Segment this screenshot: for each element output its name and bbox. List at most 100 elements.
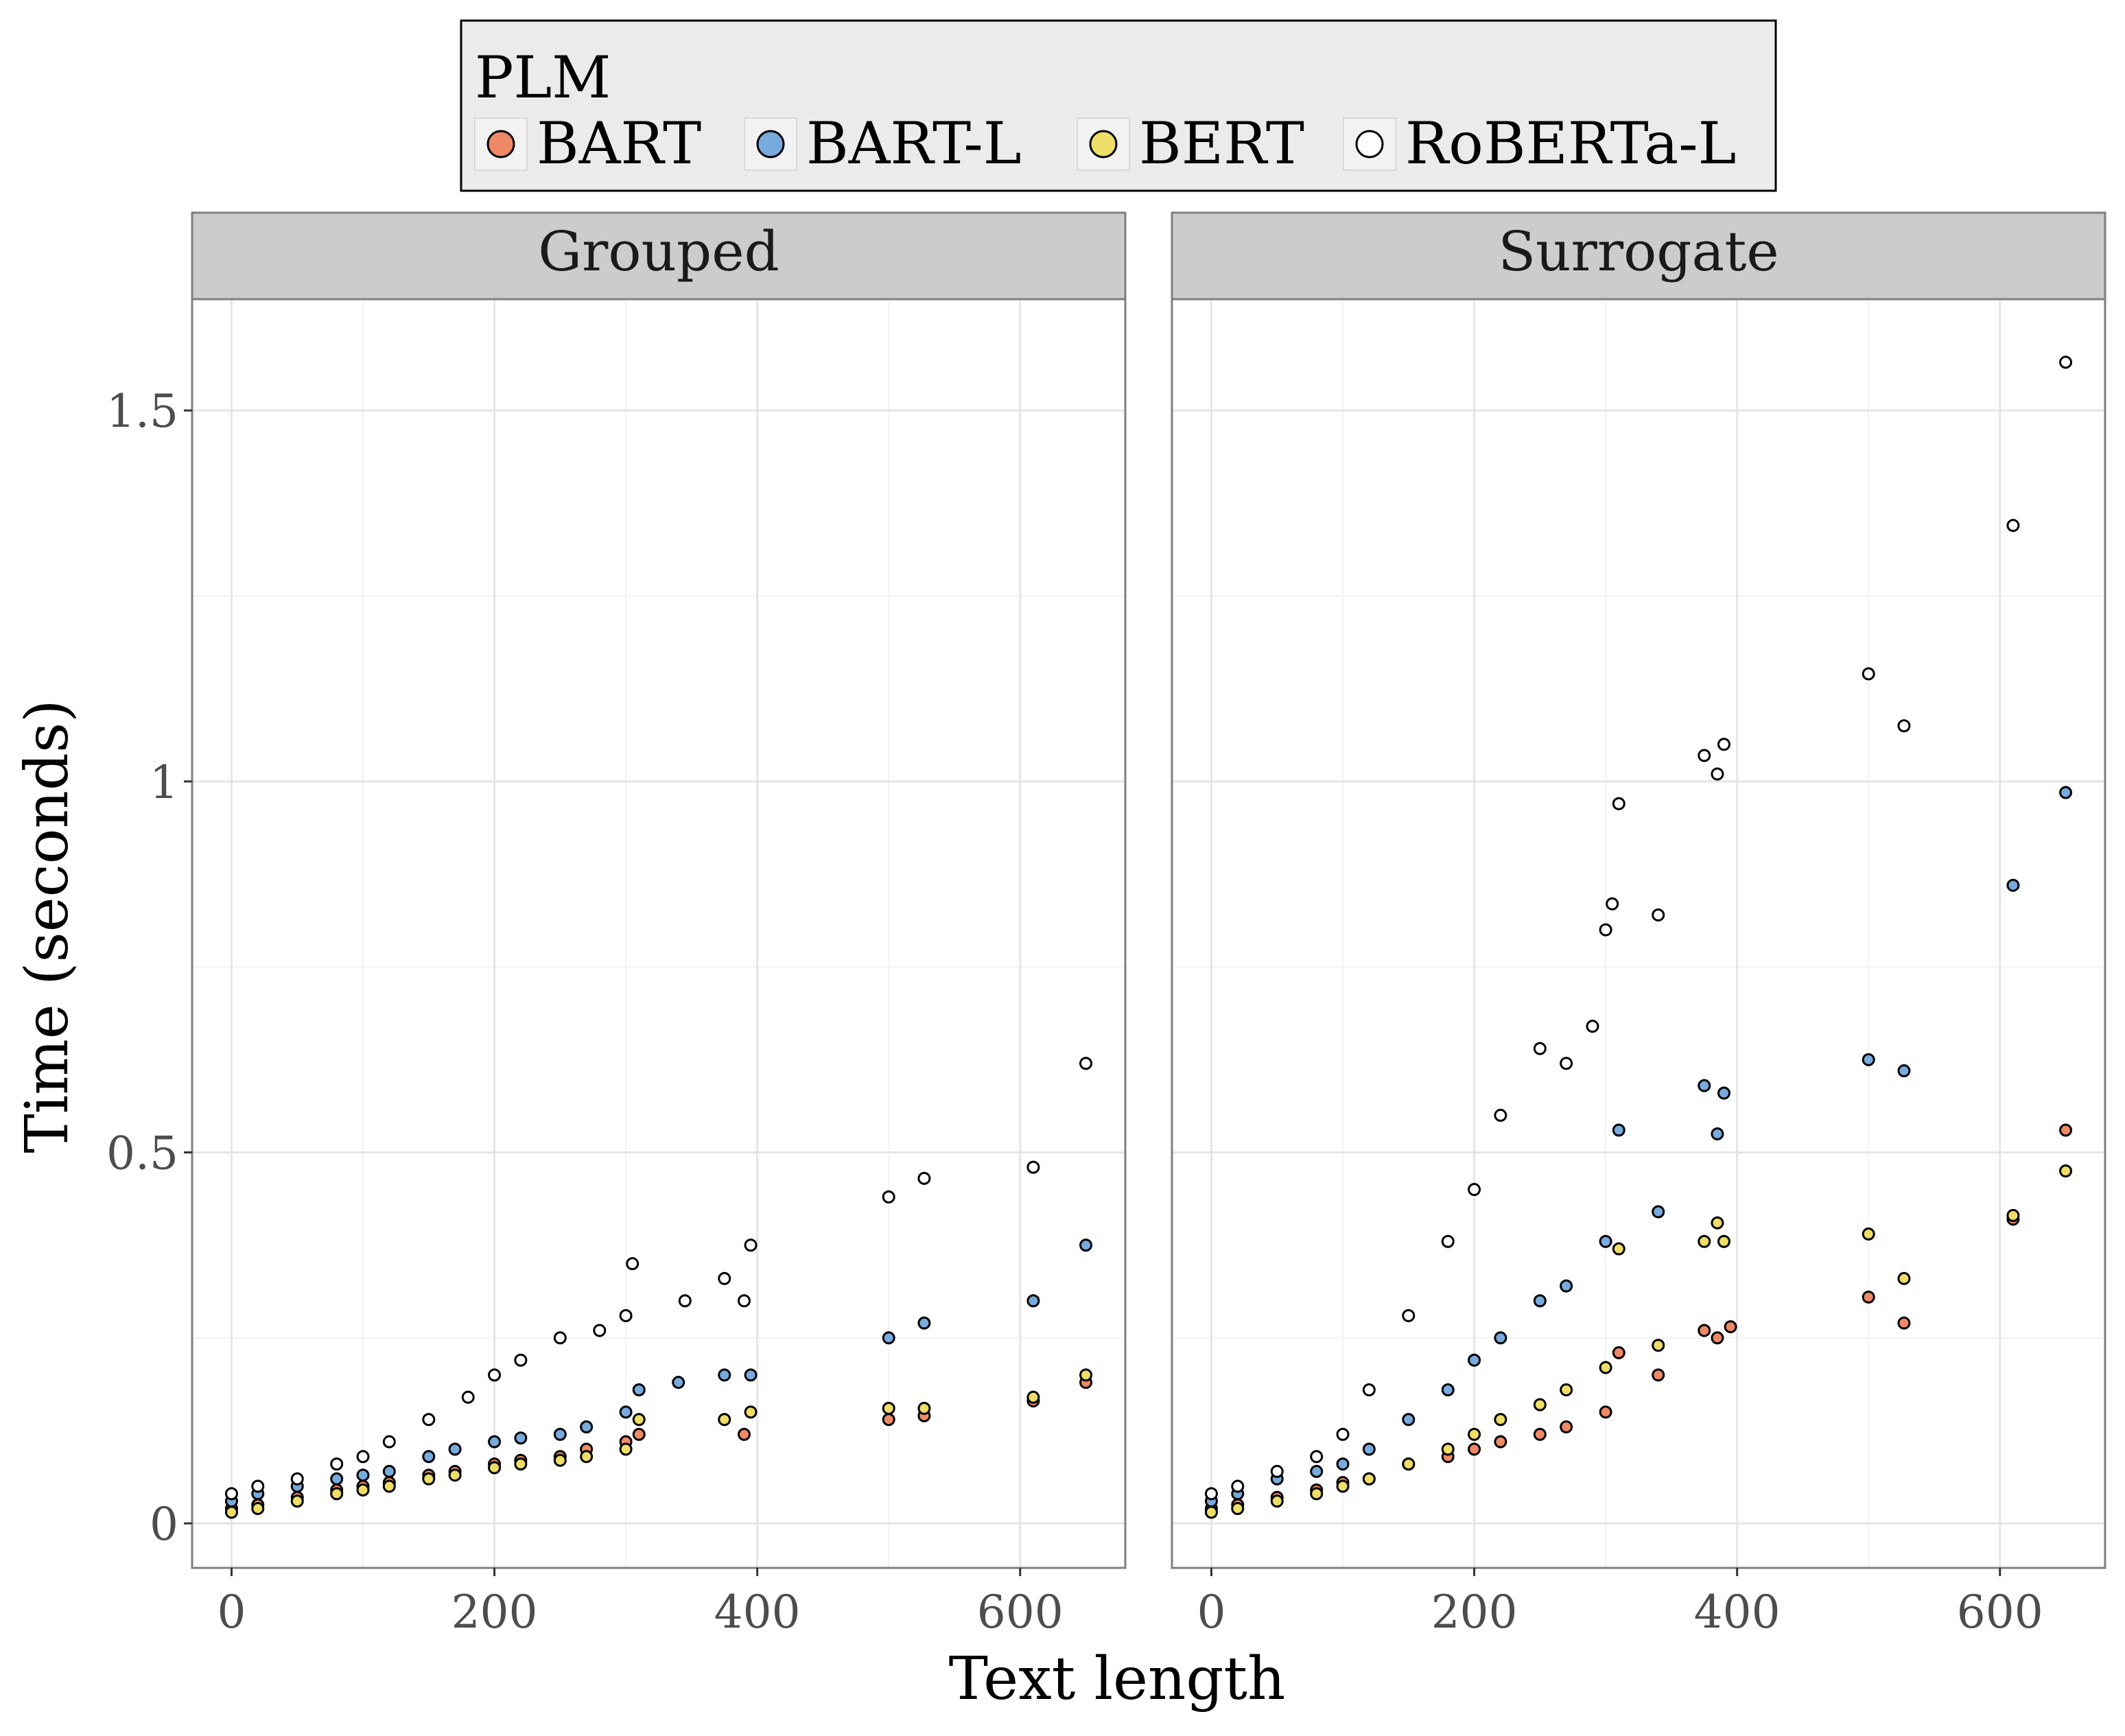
- data-point: [422, 1450, 436, 1464]
- data-point: [1897, 1316, 1911, 1330]
- data-point: [356, 1468, 370, 1482]
- x-tick-label: 600: [977, 1586, 1064, 1639]
- data-point: [1711, 1331, 1724, 1345]
- data-point: [1612, 1346, 1625, 1359]
- data-point: [1711, 1216, 1724, 1230]
- data-point: [738, 1294, 751, 1308]
- data-point: [1724, 1320, 1737, 1334]
- data-point: [1336, 1457, 1350, 1471]
- x-tick-label: 200: [1431, 1586, 1518, 1639]
- data-point: [224, 1487, 238, 1501]
- data-point: [224, 1505, 238, 1519]
- legend-entries: BART BART-L BERT RoBERTa-L: [474, 110, 1736, 177]
- data-point: [1862, 667, 1875, 681]
- data-point: [290, 1472, 304, 1486]
- data-point: [1270, 1464, 1284, 1478]
- data-point: [1897, 719, 1911, 733]
- panel-surrogate: Surrogate 0 200 400 600: [1171, 211, 2106, 1639]
- y-axis-title: Time (seconds): [13, 699, 82, 1153]
- data-point: [330, 1472, 344, 1486]
- data-point: [1336, 1427, 1350, 1441]
- x-tick-label: 600: [1957, 1586, 2043, 1639]
- data-point: [917, 1402, 931, 1416]
- data-point: [1026, 1390, 1040, 1404]
- data-point: [1402, 1413, 1416, 1427]
- data-point: [580, 1420, 594, 1434]
- data-point: [744, 1405, 758, 1419]
- data-point: [1468, 1353, 1481, 1367]
- data-point: [553, 1427, 567, 1441]
- data-point: [1468, 1442, 1481, 1456]
- data-point: [1204, 1505, 1218, 1519]
- data-point: [1652, 1205, 1665, 1219]
- y-tick-label: 1.5: [106, 385, 178, 438]
- x-tick-label: 400: [1694, 1586, 1781, 1639]
- data-point: [461, 1390, 475, 1404]
- data-point: [1717, 1086, 1731, 1100]
- panel-strip: [191, 211, 1127, 301]
- data-point: [744, 1368, 758, 1382]
- series-bert: [224, 1368, 1093, 1519]
- data-point: [917, 1171, 931, 1185]
- data-point: [1204, 1487, 1218, 1501]
- data-point: [1897, 1064, 1911, 1078]
- data-point: [251, 1501, 265, 1515]
- data-point: [917, 1316, 931, 1330]
- data-point: [593, 1324, 607, 1337]
- data-point: [1468, 1183, 1481, 1197]
- data-point: [1560, 1420, 1573, 1434]
- data-point: [1612, 1242, 1625, 1256]
- data-point: [1310, 1487, 1324, 1501]
- data-point: [1533, 1042, 1547, 1055]
- points: [224, 1057, 1093, 1519]
- panel-title: Grouped: [538, 220, 779, 283]
- points: [1204, 355, 2073, 1519]
- data-point: [1231, 1479, 1245, 1493]
- data-point: [2059, 1123, 2073, 1137]
- legend-item-bart: BART: [474, 110, 701, 177]
- data-point: [1362, 1383, 1376, 1396]
- data-point: [2059, 1164, 2073, 1178]
- legend-label: RoBERTa-L: [1405, 110, 1736, 177]
- x-tick-label: 0: [1197, 1586, 1225, 1639]
- data-point: [632, 1383, 646, 1396]
- data-point: [718, 1413, 731, 1427]
- data-point: [1079, 1239, 1093, 1252]
- data-point: [580, 1450, 594, 1464]
- plot-area: [1172, 299, 2105, 1568]
- data-point: [1231, 1501, 1245, 1515]
- data-point: [1079, 1057, 1093, 1070]
- data-point: [382, 1479, 396, 1493]
- plot-area: [192, 299, 1125, 1568]
- data-point: [330, 1457, 344, 1471]
- data-point: [1897, 1271, 1911, 1285]
- data-point: [2006, 1208, 2020, 1222]
- series-bert: [1204, 1164, 2073, 1519]
- legend-marker: [1355, 130, 1384, 159]
- y-tick-label: 0.5: [106, 1127, 178, 1180]
- legend-marker: [1089, 130, 1118, 159]
- data-point: [514, 1457, 528, 1471]
- data-point: [553, 1453, 567, 1467]
- data-point: [1586, 1020, 1599, 1033]
- data-point: [744, 1239, 758, 1252]
- data-point: [718, 1271, 731, 1285]
- data-point: [1612, 1123, 1625, 1137]
- data-point: [1310, 1464, 1324, 1478]
- data-point: [882, 1413, 895, 1427]
- data-point: [632, 1427, 646, 1441]
- data-point: [356, 1483, 370, 1497]
- legend-label: BERT: [1139, 110, 1304, 177]
- data-point: [678, 1294, 692, 1308]
- data-point: [422, 1413, 436, 1427]
- data-point: [514, 1353, 528, 1367]
- data-point: [1270, 1494, 1284, 1508]
- y-tick-label: 0: [150, 1498, 178, 1551]
- data-point: [448, 1442, 462, 1456]
- data-point: [1599, 1234, 1612, 1248]
- data-point: [1026, 1160, 1040, 1174]
- data-point: [1711, 767, 1724, 781]
- data-point: [1441, 1234, 1455, 1248]
- data-point: [1494, 1108, 1507, 1122]
- data-point: [1441, 1383, 1455, 1396]
